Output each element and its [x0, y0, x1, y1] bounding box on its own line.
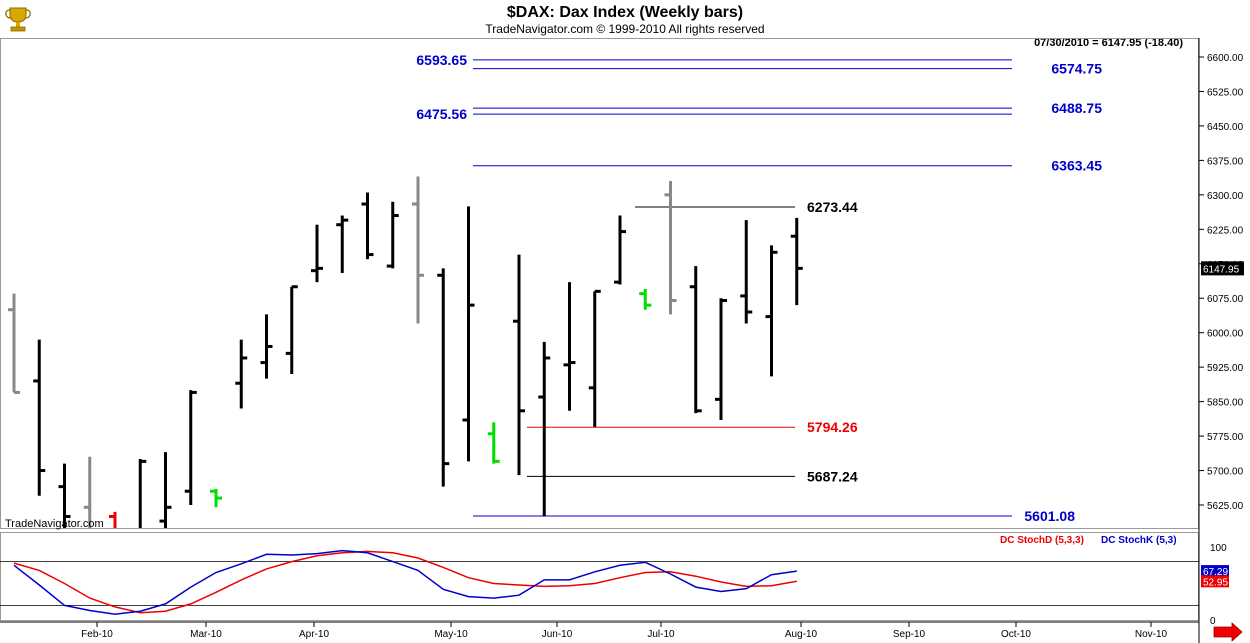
chart-title: $DAX: Dax Index (Weekly bars) — [507, 4, 743, 21]
ohlc-bar — [138, 459, 147, 528]
ohlc-bar — [159, 452, 172, 528]
stoch-series-line — [13, 550, 797, 614]
ohlc-bar — [614, 215, 626, 285]
x-tick-label: Nov-10 — [1135, 629, 1168, 640]
ohlc-bar — [538, 341, 551, 517]
x-tick-label: Aug-10 — [785, 629, 818, 640]
ohlc-bar — [462, 206, 475, 462]
ohlc-bar — [563, 282, 576, 411]
ohlc-bar — [689, 266, 702, 414]
last-price-label: 6147.95 — [1203, 264, 1240, 275]
ohlc-bar — [336, 215, 349, 273]
ohlc-bar — [109, 511, 117, 528]
legend-stochk: DC StochK (5,3) — [1101, 535, 1177, 546]
price-tick-label: 5850.00 — [1207, 398, 1244, 409]
x-tick-label: Feb-10 — [81, 629, 113, 640]
price-tick-label: 5700.00 — [1207, 467, 1244, 478]
price-tick-label: 5775.00 — [1207, 432, 1244, 443]
price-panel-frame — [0, 38, 1199, 529]
ohlc-bar — [639, 289, 652, 310]
x-tick-label: Jun-10 — [542, 629, 573, 640]
price-tick-label: 6225.00 — [1207, 225, 1244, 236]
x-tick-label: Sep-10 — [893, 629, 926, 640]
ohlc-bar — [664, 181, 677, 315]
x-tick-label: Apr-10 — [299, 629, 329, 640]
level-label: 6574.75 — [1051, 61, 1102, 77]
price-tick-label: 6300.00 — [1207, 191, 1244, 202]
x-tick-label: Oct-10 — [1001, 629, 1031, 640]
price-tick-label: 6450.00 — [1207, 122, 1244, 133]
ohlc-bar — [311, 224, 323, 283]
price-tick-label: 6600.00 — [1207, 53, 1244, 64]
ohlc-bar — [588, 289, 601, 427]
x-tick-label: May-10 — [434, 629, 468, 640]
x-tick-label: Mar-10 — [190, 629, 222, 640]
level-label: 5687.24 — [807, 468, 858, 484]
price-tick-label: 5925.00 — [1207, 363, 1244, 374]
stoch-series-line — [13, 549, 797, 615]
price-tick-label: 6075.00 — [1207, 294, 1244, 305]
price-tick-label: 5625.00 — [1207, 501, 1244, 512]
ohlc-bar — [487, 422, 500, 464]
stoch-tick-label: 100 — [1210, 543, 1227, 554]
level-label: 5794.26 — [807, 419, 858, 435]
level-label: 6363.45 — [1051, 158, 1102, 174]
stoch-tick-label: 0 — [1210, 616, 1216, 627]
ohlc-bar — [437, 268, 450, 487]
price-tick-label: 6375.00 — [1207, 156, 1244, 167]
price-tick-label: 6525.00 — [1207, 87, 1244, 98]
ohlc-bar — [715, 298, 727, 420]
last-quote-text: 07/30/2010 = 6147.95 (-18.40) — [1034, 37, 1183, 49]
ohlc-bar — [184, 390, 197, 505]
ohlc-bar — [210, 488, 222, 508]
scroll-right-arrow-icon[interactable] — [1213, 622, 1243, 642]
ohlc-bar — [740, 220, 753, 324]
stochd-value-tag — [1201, 575, 1229, 588]
last-price-tag — [1201, 261, 1244, 276]
ohlc-bar — [412, 176, 424, 324]
ohlc-bar — [285, 285, 298, 375]
level-label: 6593.65 — [416, 52, 467, 68]
x-tick-label: Jul-10 — [647, 629, 675, 640]
stochd-value-label: 52.95 — [1203, 577, 1228, 588]
price-tick-label: 6000.00 — [1207, 329, 1244, 340]
ohlc-bar — [58, 463, 71, 528]
ohlc-bar — [235, 339, 248, 409]
ohlc-bar — [33, 339, 46, 496]
ohlc-bar — [260, 314, 273, 379]
level-label: 6475.56 — [416, 106, 467, 122]
level-label: 5601.08 — [1024, 508, 1075, 524]
ohlc-bar — [8, 293, 20, 394]
stochk-value-label: 67.29 — [1203, 567, 1228, 578]
legend-stochd: DC StochD (5,3,3) — [1000, 535, 1084, 546]
watermark-text: TradeNavigator.com — [5, 518, 104, 530]
ohlc-bar — [790, 217, 803, 306]
ohlc-bar — [361, 192, 374, 260]
level-label: 6488.75 — [1051, 100, 1102, 116]
copyright-text: TradeNavigator.com © 1999-2010 All right… — [485, 22, 764, 36]
level-label: 6273.44 — [807, 199, 858, 215]
ohlc-bar — [83, 456, 92, 528]
ohlc-bar — [386, 201, 399, 269]
ohlc-bar — [513, 254, 525, 476]
ohlc-bar — [765, 245, 778, 377]
stochk-value-tag — [1201, 565, 1229, 578]
trophy-logo — [4, 4, 31, 34]
